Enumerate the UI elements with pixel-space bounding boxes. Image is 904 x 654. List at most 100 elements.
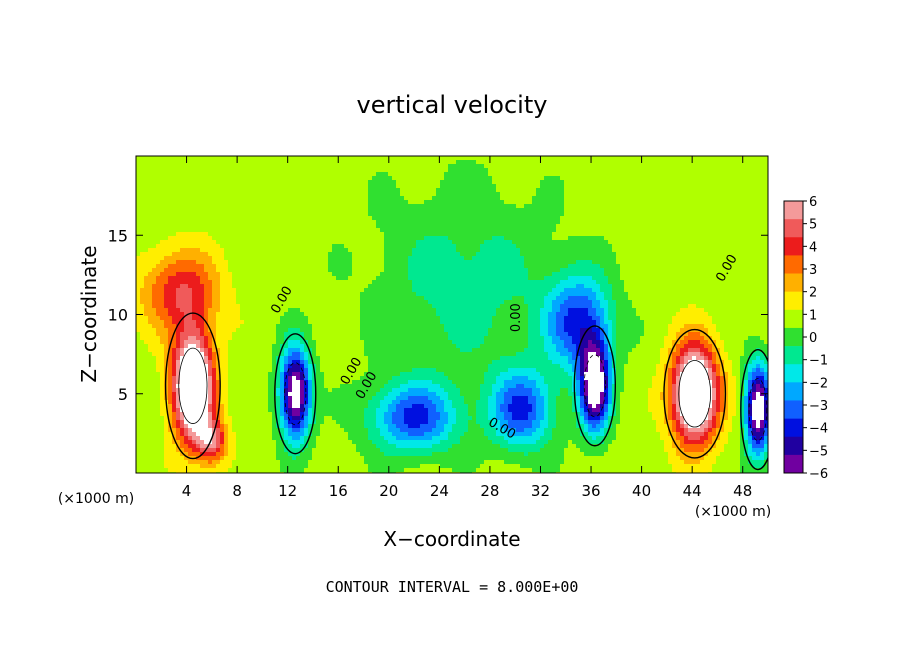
heatmap-cell — [304, 260, 309, 265]
heatmap-cell — [248, 244, 253, 249]
heatmap-cell — [212, 180, 217, 185]
heatmap-cell — [144, 192, 149, 197]
heatmap-cell — [324, 180, 329, 185]
heatmap-cell — [316, 180, 321, 185]
heatmap-cell — [672, 200, 677, 205]
heatmap-cell — [404, 192, 409, 197]
heatmap-cell — [688, 196, 693, 201]
heatmap-cell — [184, 276, 189, 281]
heatmap-cell — [656, 268, 661, 273]
heatmap-cell — [296, 244, 301, 249]
heatmap-cell — [448, 264, 453, 269]
heatmap-cell — [396, 172, 401, 177]
heatmap-cell — [680, 164, 685, 169]
heatmap-cell — [504, 192, 509, 197]
heatmap-cell — [192, 176, 197, 181]
heatmap-cell — [148, 240, 153, 245]
heatmap-cell — [476, 264, 481, 269]
heatmap-cell — [248, 280, 253, 285]
heatmap-cell — [588, 180, 593, 185]
heatmap-cell — [540, 224, 545, 229]
heatmap-cell — [344, 268, 349, 273]
heatmap-cell — [344, 200, 349, 205]
heatmap-cell — [248, 240, 253, 245]
heatmap-cell — [360, 192, 365, 197]
heatmap-cell — [456, 172, 461, 177]
heatmap-cell — [656, 208, 661, 213]
heatmap-cell — [404, 252, 409, 257]
heatmap-cell — [276, 256, 281, 261]
heatmap-cell — [504, 164, 509, 169]
heatmap-cell — [720, 200, 725, 205]
heatmap-cell — [328, 228, 333, 233]
heatmap-cell — [524, 272, 529, 277]
heatmap-cell — [412, 172, 417, 177]
heatmap-cell — [328, 240, 333, 245]
heatmap-cell — [480, 248, 485, 253]
heatmap-cell — [324, 236, 329, 241]
heatmap-cell — [340, 236, 345, 241]
heatmap-cell — [360, 276, 365, 281]
heatmap-cell — [536, 248, 541, 253]
heatmap-cell — [548, 264, 553, 269]
heatmap-cell — [280, 224, 285, 229]
heatmap-cell — [232, 192, 237, 197]
heatmap-cell — [300, 212, 305, 217]
heatmap-cell — [736, 188, 741, 193]
heatmap-cell — [436, 228, 441, 233]
heatmap-cell — [308, 280, 313, 285]
heatmap-cell — [548, 216, 553, 221]
heatmap-cell — [696, 180, 701, 185]
heatmap-cell — [572, 196, 577, 201]
heatmap-cell — [396, 264, 401, 269]
heatmap-cell — [508, 184, 513, 189]
heatmap-cell — [436, 188, 441, 193]
heatmap-cell — [280, 164, 285, 169]
heatmap-cell — [172, 192, 177, 197]
heatmap-cell — [192, 168, 197, 173]
heatmap-cell — [264, 204, 269, 209]
heatmap-cell — [500, 216, 505, 221]
heatmap-cell — [736, 264, 741, 269]
heatmap-cell — [440, 240, 445, 245]
heatmap-cell — [572, 160, 577, 165]
heatmap-cell — [728, 228, 733, 233]
heatmap-cell — [292, 276, 297, 281]
heatmap-cell — [456, 156, 461, 161]
heatmap-cell — [212, 216, 217, 221]
heatmap-cell — [156, 204, 161, 209]
heatmap-cell — [140, 168, 145, 173]
heatmap-cell — [536, 164, 541, 169]
heatmap-cell — [328, 236, 333, 241]
heatmap-cell — [216, 192, 221, 197]
heatmap-cell — [748, 196, 753, 201]
heatmap-cell — [412, 268, 417, 273]
heatmap-cell — [660, 204, 665, 209]
heatmap-cell — [344, 228, 349, 233]
heatmap-cell — [240, 208, 245, 213]
heatmap-cell — [408, 164, 413, 169]
heatmap-cell — [232, 248, 237, 253]
heatmap-cell — [316, 168, 321, 173]
heatmap-cell — [148, 264, 153, 269]
heatmap-cell — [204, 164, 209, 169]
heatmap-cell — [660, 212, 665, 217]
heatmap-cell — [324, 216, 329, 221]
heatmap-cell — [692, 176, 697, 181]
heatmap-cell — [668, 176, 673, 181]
heatmap-cell — [492, 256, 497, 261]
heatmap-cell — [452, 176, 457, 181]
heatmap-cell — [588, 244, 593, 249]
heatmap-cell — [248, 212, 253, 217]
heatmap-cell — [656, 228, 661, 233]
heatmap-cell — [208, 212, 213, 217]
heatmap-cell — [232, 196, 237, 201]
heatmap-cell — [644, 196, 649, 201]
heatmap-cell — [728, 192, 733, 197]
heatmap-cell — [588, 160, 593, 165]
heatmap-cell — [200, 240, 205, 245]
heatmap-cell — [356, 240, 361, 245]
heatmap-cell — [452, 252, 457, 257]
heatmap-cell — [608, 276, 613, 281]
heatmap-cell — [240, 272, 245, 277]
